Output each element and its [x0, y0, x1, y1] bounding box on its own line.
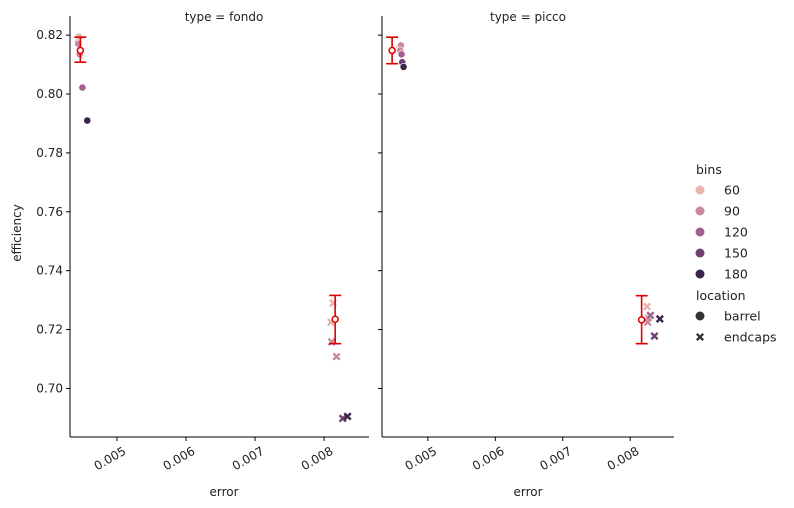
legend-marker-endcaps	[695, 332, 705, 342]
data-point-endcaps	[332, 352, 341, 361]
legend-marker-bins-180	[695, 269, 705, 279]
legend-marker-bins-90	[695, 206, 705, 216]
data-point-endcaps	[343, 412, 352, 421]
data-point-endcaps	[650, 331, 659, 341]
legend-label-bins-150: 150	[724, 246, 748, 261]
x-axis-label-picco: error	[513, 485, 542, 499]
y-tick-label: 0.82	[36, 28, 63, 42]
y-tick-label: 0.70	[36, 381, 63, 395]
legend-label-bins-90: 90	[724, 204, 740, 219]
y-axis-label: efficiency	[10, 204, 24, 262]
legend: bins location 60 90 120 150 180 barrel endcaps	[695, 162, 777, 345]
y-tick-label: 0.74	[36, 264, 63, 278]
error-bar	[386, 36, 399, 65]
error-bar-mean	[637, 316, 646, 324]
x-axis-label-fondo: error	[209, 485, 238, 499]
x-tick-label: 0.006	[470, 444, 507, 473]
legend-label-barrel: barrel	[724, 309, 761, 324]
data-point-barrel	[83, 116, 92, 125]
panel-fondo-title: type = fondo	[185, 10, 264, 24]
x-tick-label: 0.005	[92, 444, 129, 473]
legend-label-endcaps: endcaps	[724, 330, 777, 345]
legend-marker-barrel	[695, 311, 705, 321]
x-tick-label: 0.007	[230, 444, 267, 473]
legend-marker-bins-120	[695, 227, 705, 237]
x-tick-label: 0.007	[537, 444, 574, 473]
data-point-endcaps	[338, 414, 347, 423]
legend-label-bins-60: 60	[724, 183, 740, 198]
panel-fondo: type = fondo 0.70 0.72 0.74 0.76 0.78 0.80 0.8…	[36, 10, 369, 473]
y-tick-label: 0.72	[36, 323, 63, 337]
x-tick-label: 0.006	[161, 444, 198, 473]
legend-style-title: location	[696, 288, 746, 303]
panel-picco: type = picco 0.005 0.006 0.007 0.008	[378, 10, 674, 473]
x-tick-label: 0.008	[605, 444, 642, 473]
error-bar	[635, 294, 648, 345]
data-point-barrel	[78, 83, 87, 92]
y-tick-label: 0.76	[36, 205, 63, 219]
data-point-endcaps	[655, 314, 664, 323]
data-point-endcaps	[642, 302, 652, 311]
legend-marker-bins-150	[695, 248, 705, 258]
legend-label-bins-120: 120	[724, 225, 748, 240]
error-bar-mean	[388, 46, 396, 55]
legend-hue-title: bins	[696, 162, 722, 177]
legend-marker-bins-60	[695, 185, 705, 195]
error-bar	[329, 294, 342, 345]
error-bar-mean	[331, 315, 339, 323]
y-tick-label: 0.78	[36, 146, 63, 160]
data-point-endcaps	[643, 318, 652, 327]
legend-label-bins-180: 180	[724, 267, 748, 282]
error-bar-mean	[76, 46, 85, 55]
error-bar	[74, 36, 87, 64]
data-point-barrel	[397, 50, 406, 59]
data-point-endcaps	[646, 311, 655, 320]
panel-picco-title: type = picco	[490, 10, 566, 24]
x-tick-label: 0.005	[402, 444, 439, 473]
data-point-barrel	[399, 63, 408, 71]
y-tick-label: 0.80	[36, 87, 63, 101]
x-tick-label: 0.008	[299, 444, 336, 473]
